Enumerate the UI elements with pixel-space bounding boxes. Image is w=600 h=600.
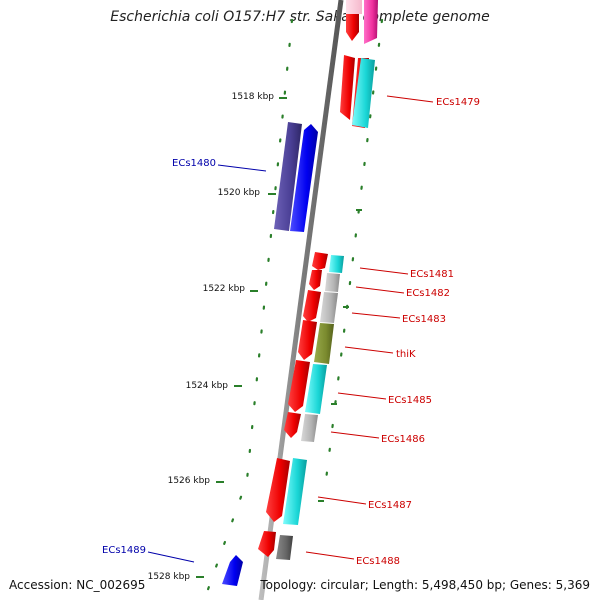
gene-ECs1486 <box>284 412 318 442</box>
gene-ECs1481 <box>312 252 344 273</box>
gene-label-ECs1489: ECs1489 <box>102 545 146 556</box>
leader-line <box>337 392 387 400</box>
tick-label: 1528 kbp <box>148 572 191 582</box>
gene-ECs1480 <box>274 122 318 232</box>
leader-line <box>217 164 267 172</box>
gene-label-ECs1483: ECs1483 <box>402 314 446 325</box>
leader-line <box>386 95 434 103</box>
gene-label-ECs1487: ECs1487 <box>368 500 412 511</box>
leader-line <box>305 551 355 560</box>
gene-ECs1479 <box>340 55 375 128</box>
scale-ticks: 1518 kbp 1520 kbp 1522 kbp 1524 kbp 1526… <box>148 92 287 582</box>
inner-ticks <box>318 209 362 502</box>
leader-line <box>147 551 195 563</box>
gene-label-ECs1480: ECs1480 <box>172 158 216 169</box>
gene-label-ECs1482: ECs1482 <box>406 288 450 299</box>
tick-label: 1518 kbp <box>232 92 275 102</box>
gene-ECs1485 <box>288 360 327 414</box>
gene-label-ECs1488: ECs1488 <box>356 556 400 567</box>
leader-line <box>344 346 394 354</box>
gene-label-thiK: thiK <box>396 349 416 360</box>
gene-label-ECs1486: ECs1486 <box>381 434 425 445</box>
tick-label: 1526 kbp <box>168 476 211 486</box>
tick-label: 1520 kbp <box>218 188 261 198</box>
gene-thiK <box>298 320 334 364</box>
gene-top-partial <box>346 0 378 44</box>
gene-label-ECs1479: ECs1479 <box>436 97 480 108</box>
leader-line <box>359 267 409 275</box>
gene-ECs1487 <box>266 458 307 525</box>
gene-ECs1488 <box>258 531 293 560</box>
topology-text: Topology: circular; Length: 5,498,450 bp… <box>260 578 590 592</box>
map-title: Escherichia coli O157:H7 str. Sakai, com… <box>110 9 490 25</box>
leader-line <box>317 496 367 505</box>
gene-label-ECs1485: ECs1485 <box>388 395 432 406</box>
gene-ECs1489 <box>222 555 243 586</box>
leader-line <box>330 431 380 439</box>
leader-line <box>355 286 405 294</box>
gene-label-ECs1481: ECs1481 <box>410 269 454 280</box>
gene-ECs1482 <box>309 270 340 292</box>
tick-label: 1524 kbp <box>186 381 229 391</box>
gene-labels: ECs1479 ECs1480 ECs1481 ECs1482 ECs1483 … <box>102 95 480 567</box>
leader-line <box>351 312 401 319</box>
inner-guide-dots <box>324 18 384 482</box>
tick-label: 1522 kbp <box>203 284 246 294</box>
gene-ECs1483 <box>303 290 338 323</box>
accession-text: Accession: NC_002695 <box>9 578 146 592</box>
